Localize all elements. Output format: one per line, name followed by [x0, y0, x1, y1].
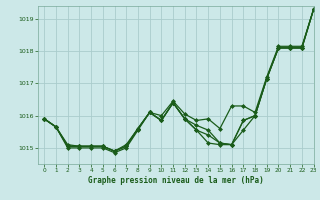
X-axis label: Graphe pression niveau de la mer (hPa): Graphe pression niveau de la mer (hPa)	[88, 176, 264, 185]
